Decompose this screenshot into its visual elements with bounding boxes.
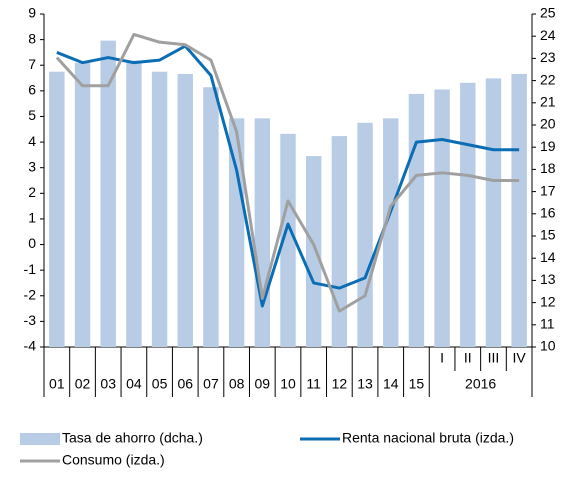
- legend-label: Renta nacional bruta (izda.): [342, 430, 514, 446]
- bar: [460, 82, 476, 347]
- legend-label: Consumo (izda.): [62, 452, 165, 468]
- y2-tick-label: 17: [540, 182, 556, 198]
- x-tick-label: 15: [409, 376, 425, 392]
- bar: [126, 60, 142, 348]
- bar: [511, 73, 527, 347]
- y-tick-label: 6: [28, 82, 36, 98]
- x-tick-label: 06: [177, 376, 193, 392]
- x-tick-label: 10: [280, 376, 296, 392]
- bar: [485, 78, 502, 347]
- x-tick-label: 13: [357, 376, 373, 392]
- y-tick-label: -3: [24, 312, 37, 328]
- x-tick-label: IV: [513, 350, 527, 366]
- y-tick-label: 1: [28, 210, 36, 226]
- bar: [74, 62, 91, 348]
- bar: [100, 40, 116, 347]
- y2-tick-label: 20: [540, 116, 556, 132]
- y2-tick-label: 15: [540, 227, 556, 243]
- x-tick-label: 11: [306, 376, 321, 392]
- bar: [49, 71, 65, 347]
- legend-swatch: [20, 433, 60, 445]
- y2-tick-label: 13: [540, 271, 556, 287]
- y2-tick-label: 24: [540, 27, 556, 43]
- x-tick-label: 04: [126, 376, 142, 392]
- bar: [383, 118, 399, 347]
- bar: [331, 136, 348, 347]
- x-tick-label: 05: [152, 376, 168, 392]
- line: [56, 44, 520, 308]
- y-tick-label: 2: [28, 184, 36, 200]
- x-tick-label: 08: [229, 376, 245, 392]
- y-tick-label: 8: [28, 30, 36, 46]
- bar: [357, 122, 373, 347]
- y-tick-label: 7: [28, 56, 36, 72]
- x-tick-label: 12: [332, 376, 348, 392]
- x-tick-label: I: [440, 350, 444, 366]
- group-label: 2016: [465, 376, 496, 392]
- bar: [305, 156, 322, 347]
- y2-tick-label: 21: [540, 94, 556, 110]
- y2-tick-label: 14: [540, 249, 556, 265]
- x-tick-label: III: [488, 350, 500, 366]
- x-tick-label: 09: [255, 376, 271, 392]
- x-tick-label: 01: [49, 376, 65, 392]
- bar: [280, 133, 296, 347]
- y2-tick-label: 18: [540, 160, 556, 176]
- y2-tick-label: 10: [540, 338, 556, 354]
- bar: [408, 93, 425, 347]
- legend-label: Tasa de ahorro (dcha.): [62, 430, 203, 446]
- y2-tick-label: 25: [540, 5, 556, 21]
- y-tick-label: 3: [28, 158, 36, 174]
- x-tick-label: 14: [383, 376, 399, 392]
- y-tick-label: -1: [24, 261, 37, 277]
- y-tick-label: 9: [28, 5, 36, 21]
- y-tick-label: -4: [24, 338, 37, 354]
- bar: [434, 89, 450, 347]
- bar: [203, 87, 219, 347]
- y-tick-label: -2: [24, 286, 37, 302]
- y2-tick-label: 19: [540, 138, 556, 154]
- bar: [177, 73, 193, 347]
- y-tick-label: 0: [28, 235, 36, 251]
- bar: [151, 71, 168, 347]
- y2-tick-label: 16: [540, 205, 556, 221]
- x-tick-label: 07: [203, 376, 219, 392]
- line: [55, 32, 520, 313]
- y2-tick-label: 11: [540, 316, 555, 332]
- y-tick-label: 5: [28, 107, 36, 123]
- bar: [254, 118, 271, 347]
- y-tick-label: 4: [28, 133, 36, 149]
- x-tick-label: 02: [75, 376, 91, 392]
- bar: [228, 118, 245, 347]
- x-tick-label: II: [464, 350, 472, 366]
- y2-tick-label: 22: [540, 71, 556, 87]
- x-tick-label: 03: [100, 376, 116, 392]
- y2-tick-label: 12: [540, 293, 556, 309]
- y2-tick-label: 23: [540, 49, 556, 65]
